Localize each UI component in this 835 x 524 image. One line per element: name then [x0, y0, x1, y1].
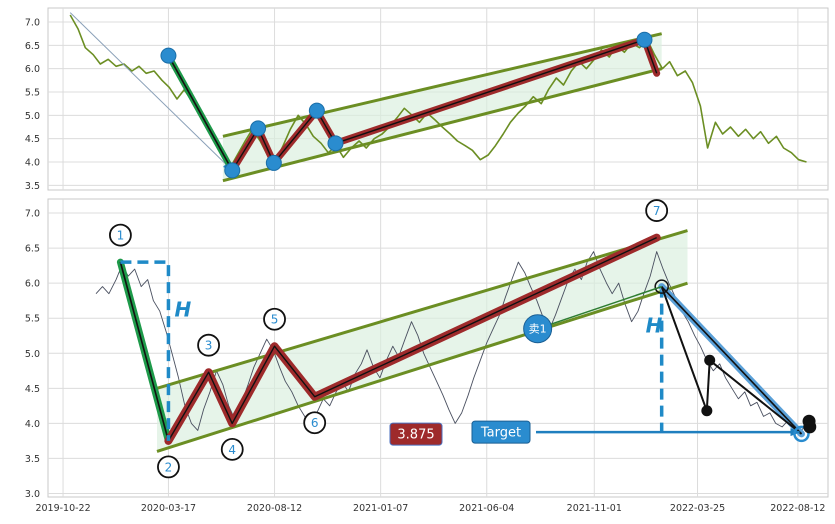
y-tick-label: 7.0 — [25, 18, 40, 29]
x-tick-label: 2021-01-07 — [353, 503, 408, 514]
y-tick-label: 4.5 — [25, 384, 40, 395]
channel-upper-line — [222, 32, 663, 138]
pivot-dot — [327, 135, 344, 152]
pivot-number-circle — [157, 455, 180, 479]
sell-connector — [537, 285, 662, 330]
target-value-text: 3.875 — [397, 428, 434, 443]
pivot-number-circle — [645, 199, 669, 222]
y-tick-label: 5.0 — [25, 111, 40, 122]
y-tick-label: 3.0 — [25, 489, 40, 500]
pivot-number-label: 7 — [653, 204, 661, 218]
bottom-panel: 3.0 3.5 4.0 4.5 5.0 5.5 6.0 6.5 7.0 H H 卖1 3.875 Targ… — [25, 198, 829, 514]
sell-bubble — [523, 314, 553, 344]
pivot-dot — [224, 162, 241, 179]
x-tick-label: 2020-03-17 — [141, 503, 196, 514]
y-tick-label: 6.0 — [25, 279, 40, 290]
zigzag-black — [660, 286, 803, 435]
projection-core — [661, 286, 803, 435]
target-label-box — [471, 420, 531, 444]
y-tick-label: 7.0 — [25, 209, 40, 220]
target-ring — [793, 425, 810, 443]
pivot-number-circle — [220, 437, 244, 461]
pivot-number-circle — [197, 333, 220, 357]
pivot-dot — [308, 102, 325, 119]
y-tick-label: 3.5 — [25, 454, 40, 465]
diagonal-arrow — [69, 12, 233, 172]
pivot-number-label: 2 — [165, 460, 173, 474]
y-tick-label: 5.0 — [25, 349, 40, 360]
x-tick-label: 2022-08-12 — [770, 503, 825, 514]
pivot-number-label: 6 — [311, 416, 319, 430]
channel-upper-line — [156, 229, 688, 390]
y-tick-label: 6.5 — [25, 244, 40, 255]
pivot-number-label: 3 — [205, 339, 213, 353]
x-tick-label: 2019-10-22 — [35, 503, 90, 514]
height-label: H — [174, 298, 191, 322]
y-tick-label: 6.0 — [25, 64, 40, 75]
channel-lower-line — [156, 281, 688, 453]
first-leg-core — [119, 261, 170, 442]
y-tick-label: 4.5 — [25, 134, 40, 145]
pivot-number-circle — [303, 411, 327, 435]
target-label-text: Target — [480, 426, 521, 441]
breakout-ring — [654, 279, 669, 294]
first-leg-core — [167, 55, 233, 171]
zigzag-core — [167, 236, 657, 442]
top-panel: 3.5 4.0 4.5 5.0 5.5 6.0 6.5 7.0 — [25, 7, 829, 192]
pivot-dot — [160, 47, 177, 64]
channel-lower-line — [222, 67, 663, 183]
y-tick-label: 5.5 — [25, 314, 40, 325]
x-tick-label: 2022-03-25 — [670, 503, 725, 514]
x-tick-label: 2021-11-01 — [567, 503, 622, 514]
sell-label: 卖1 — [529, 323, 547, 336]
x-tick-label: 2021-06-04 — [459, 503, 514, 514]
y-tick-label: 3.5 — [25, 181, 40, 192]
pivot-dot — [636, 31, 653, 48]
x-tick-label: 2020-08-12 — [247, 503, 302, 514]
y-tick-label: 6.5 — [25, 41, 40, 52]
pivot-number-label: 5 — [271, 313, 279, 327]
zigzag-black-dot — [701, 405, 713, 417]
pivot-number-circle — [263, 307, 286, 331]
pivot-number-label: 1 — [117, 229, 125, 243]
breakout-height-label: H — [646, 314, 663, 338]
y-tick-label: 4.0 — [25, 419, 40, 430]
pivot-dot — [250, 120, 267, 137]
y-tick-label: 5.5 — [25, 88, 40, 99]
target-value-box — [389, 422, 443, 446]
end-marker-dot — [803, 420, 817, 434]
pivot-number-label: 4 — [228, 443, 236, 457]
zigzag-black-dot — [704, 354, 716, 366]
pivot-dot — [265, 154, 282, 171]
y-tick-label: 4.0 — [25, 158, 40, 169]
pivot-number-circle — [109, 223, 132, 247]
